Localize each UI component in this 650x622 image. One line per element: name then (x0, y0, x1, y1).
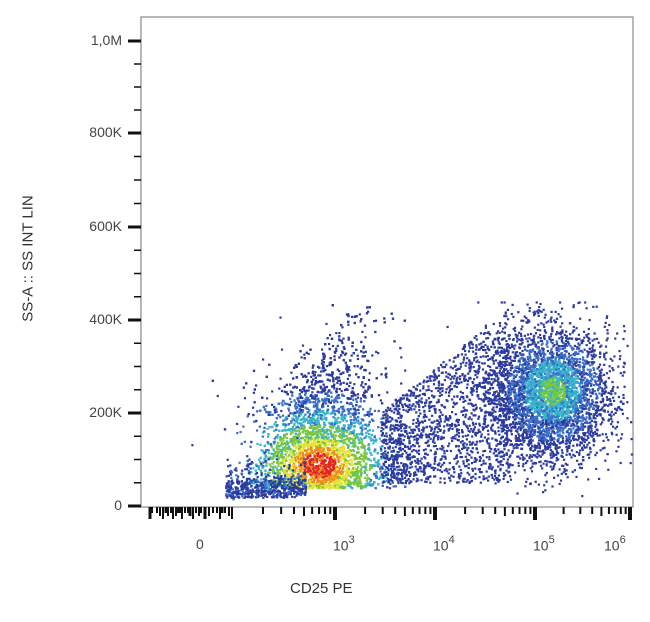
y-tick-label: 1,0M (62, 32, 122, 48)
y-tick-label: 600K (62, 218, 122, 234)
x-tick-label: 104 (433, 536, 455, 554)
x-tick-label: 103 (333, 536, 355, 554)
y-axis-ticks (128, 41, 141, 506)
y-tick-label: 0 (62, 497, 122, 513)
x-axis-label: CD25 PE (290, 580, 353, 597)
x-axis-ticks (149, 507, 633, 520)
y-tick-label: 800K (62, 124, 122, 140)
y-tick-label: 400K (62, 311, 122, 327)
x-tick-label: 106 (604, 536, 626, 554)
x-tick-label: 0 (196, 536, 204, 552)
y-axis-label: SS-A :: SS INT LIN (20, 159, 37, 359)
x-tick-label: 105 (533, 536, 555, 554)
y-tick-label: 200K (62, 404, 122, 420)
